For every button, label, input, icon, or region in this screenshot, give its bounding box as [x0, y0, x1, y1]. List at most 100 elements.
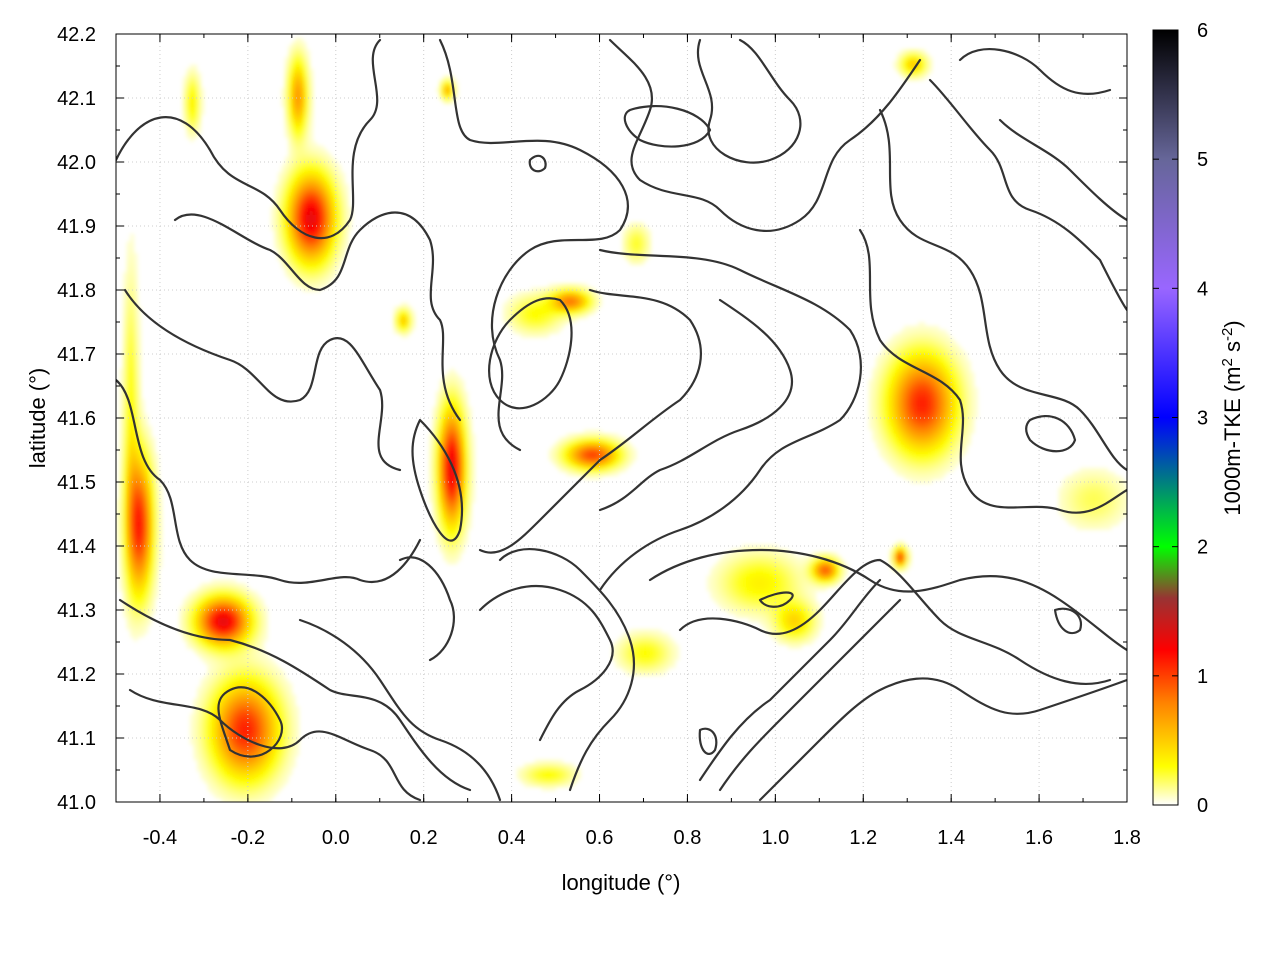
heat-cell — [629, 667, 634, 672]
heat-cell — [284, 690, 289, 695]
heat-cell — [302, 241, 307, 246]
heat-cell — [274, 790, 279, 795]
heat-cell — [256, 679, 261, 684]
heat-cell — [295, 283, 300, 288]
heat-cell — [731, 556, 736, 561]
heat-cell — [629, 629, 634, 634]
heat-cell — [263, 748, 268, 753]
heat-cell — [126, 583, 131, 588]
heat-cell — [144, 571, 149, 576]
heat-cell — [516, 329, 521, 335]
heat-cell — [453, 433, 458, 438]
heat-cell — [203, 721, 208, 726]
heat-cell — [506, 302, 511, 308]
heat-cell — [291, 99, 296, 104]
heat-cell — [457, 395, 462, 400]
heat-cell — [446, 556, 451, 561]
heat-cell — [341, 179, 346, 185]
heat-cell — [263, 610, 268, 615]
heat-cell — [305, 149, 310, 154]
heat-cell — [242, 767, 247, 772]
heat-cell — [189, 610, 194, 615]
heat-cell — [309, 195, 314, 200]
heat-cell — [218, 579, 223, 584]
heat-cell — [457, 421, 462, 427]
heat-cell — [260, 759, 265, 765]
heat-cell — [450, 525, 455, 530]
heat-cell — [443, 464, 448, 469]
heat-cell — [133, 606, 138, 611]
heat-cell — [302, 72, 307, 77]
heat-cell — [724, 606, 729, 611]
heat-cell — [210, 602, 215, 607]
heat-cell — [200, 690, 205, 695]
heat-cell — [724, 563, 729, 569]
heat-cell — [640, 233, 645, 239]
heat-cell — [225, 594, 230, 599]
heat-cell — [530, 322, 535, 327]
heat-cell — [548, 314, 553, 319]
heat-cell — [249, 594, 254, 599]
heat-cell — [636, 237, 641, 242]
heat-cell — [312, 279, 317, 285]
heat-cell — [446, 560, 451, 565]
heat-cell — [657, 640, 662, 646]
heat-cell — [527, 775, 532, 780]
heat-cell — [298, 76, 303, 81]
heat-cell — [453, 406, 458, 411]
heat-cell — [664, 652, 669, 657]
heat-cell — [636, 229, 641, 235]
heat-cell — [133, 306, 138, 311]
heat-cell — [590, 460, 595, 465]
heat-cell — [334, 233, 339, 239]
heat-cell — [267, 675, 272, 680]
heat-cell — [320, 214, 325, 219]
heat-cell — [196, 736, 201, 742]
heat-cell — [625, 229, 630, 235]
heat-cell — [763, 617, 768, 623]
heat-cell — [450, 402, 455, 407]
heat-cell — [274, 732, 279, 738]
heat-cell — [239, 594, 244, 599]
heat-cell — [341, 252, 346, 258]
heat-cell — [464, 521, 469, 527]
heat-cell — [260, 798, 265, 802]
heat-cell — [309, 76, 314, 81]
heat-cell — [717, 571, 722, 576]
heat-cell — [309, 145, 314, 150]
heat-cell — [344, 229, 349, 235]
heat-cell — [450, 391, 455, 396]
heat-cell — [513, 318, 518, 323]
heat-cell — [749, 602, 754, 607]
heat-cell — [123, 583, 128, 588]
heat-cell — [295, 214, 300, 219]
heat-cell — [274, 725, 279, 730]
heat-cell — [270, 767, 275, 772]
heat-cell — [130, 337, 135, 342]
heat-cell — [443, 437, 448, 442]
heat-cell — [302, 49, 307, 54]
heat-cell — [133, 268, 138, 273]
heat-cell — [137, 395, 142, 400]
heat-cell — [123, 291, 128, 296]
heat-cell — [327, 275, 332, 281]
heat-cell — [534, 763, 539, 768]
heat-cell — [316, 206, 321, 212]
heat-cell — [130, 602, 135, 607]
heat-cell — [552, 775, 557, 780]
heat-cell — [147, 563, 152, 569]
heat-cell — [277, 740, 282, 745]
heat-cell — [225, 675, 230, 680]
heat-cell — [291, 156, 296, 162]
heat-cell — [443, 375, 448, 381]
heat-cell — [130, 510, 135, 515]
heat-cell — [548, 759, 553, 765]
heat-cell — [119, 563, 124, 569]
heat-cell — [140, 425, 145, 431]
heat-cell — [520, 295, 525, 300]
heat-cell — [249, 767, 254, 772]
heat-cell — [186, 118, 191, 123]
heat-cell — [277, 759, 282, 765]
heat-cell — [573, 287, 578, 292]
heat-cell — [154, 506, 159, 511]
